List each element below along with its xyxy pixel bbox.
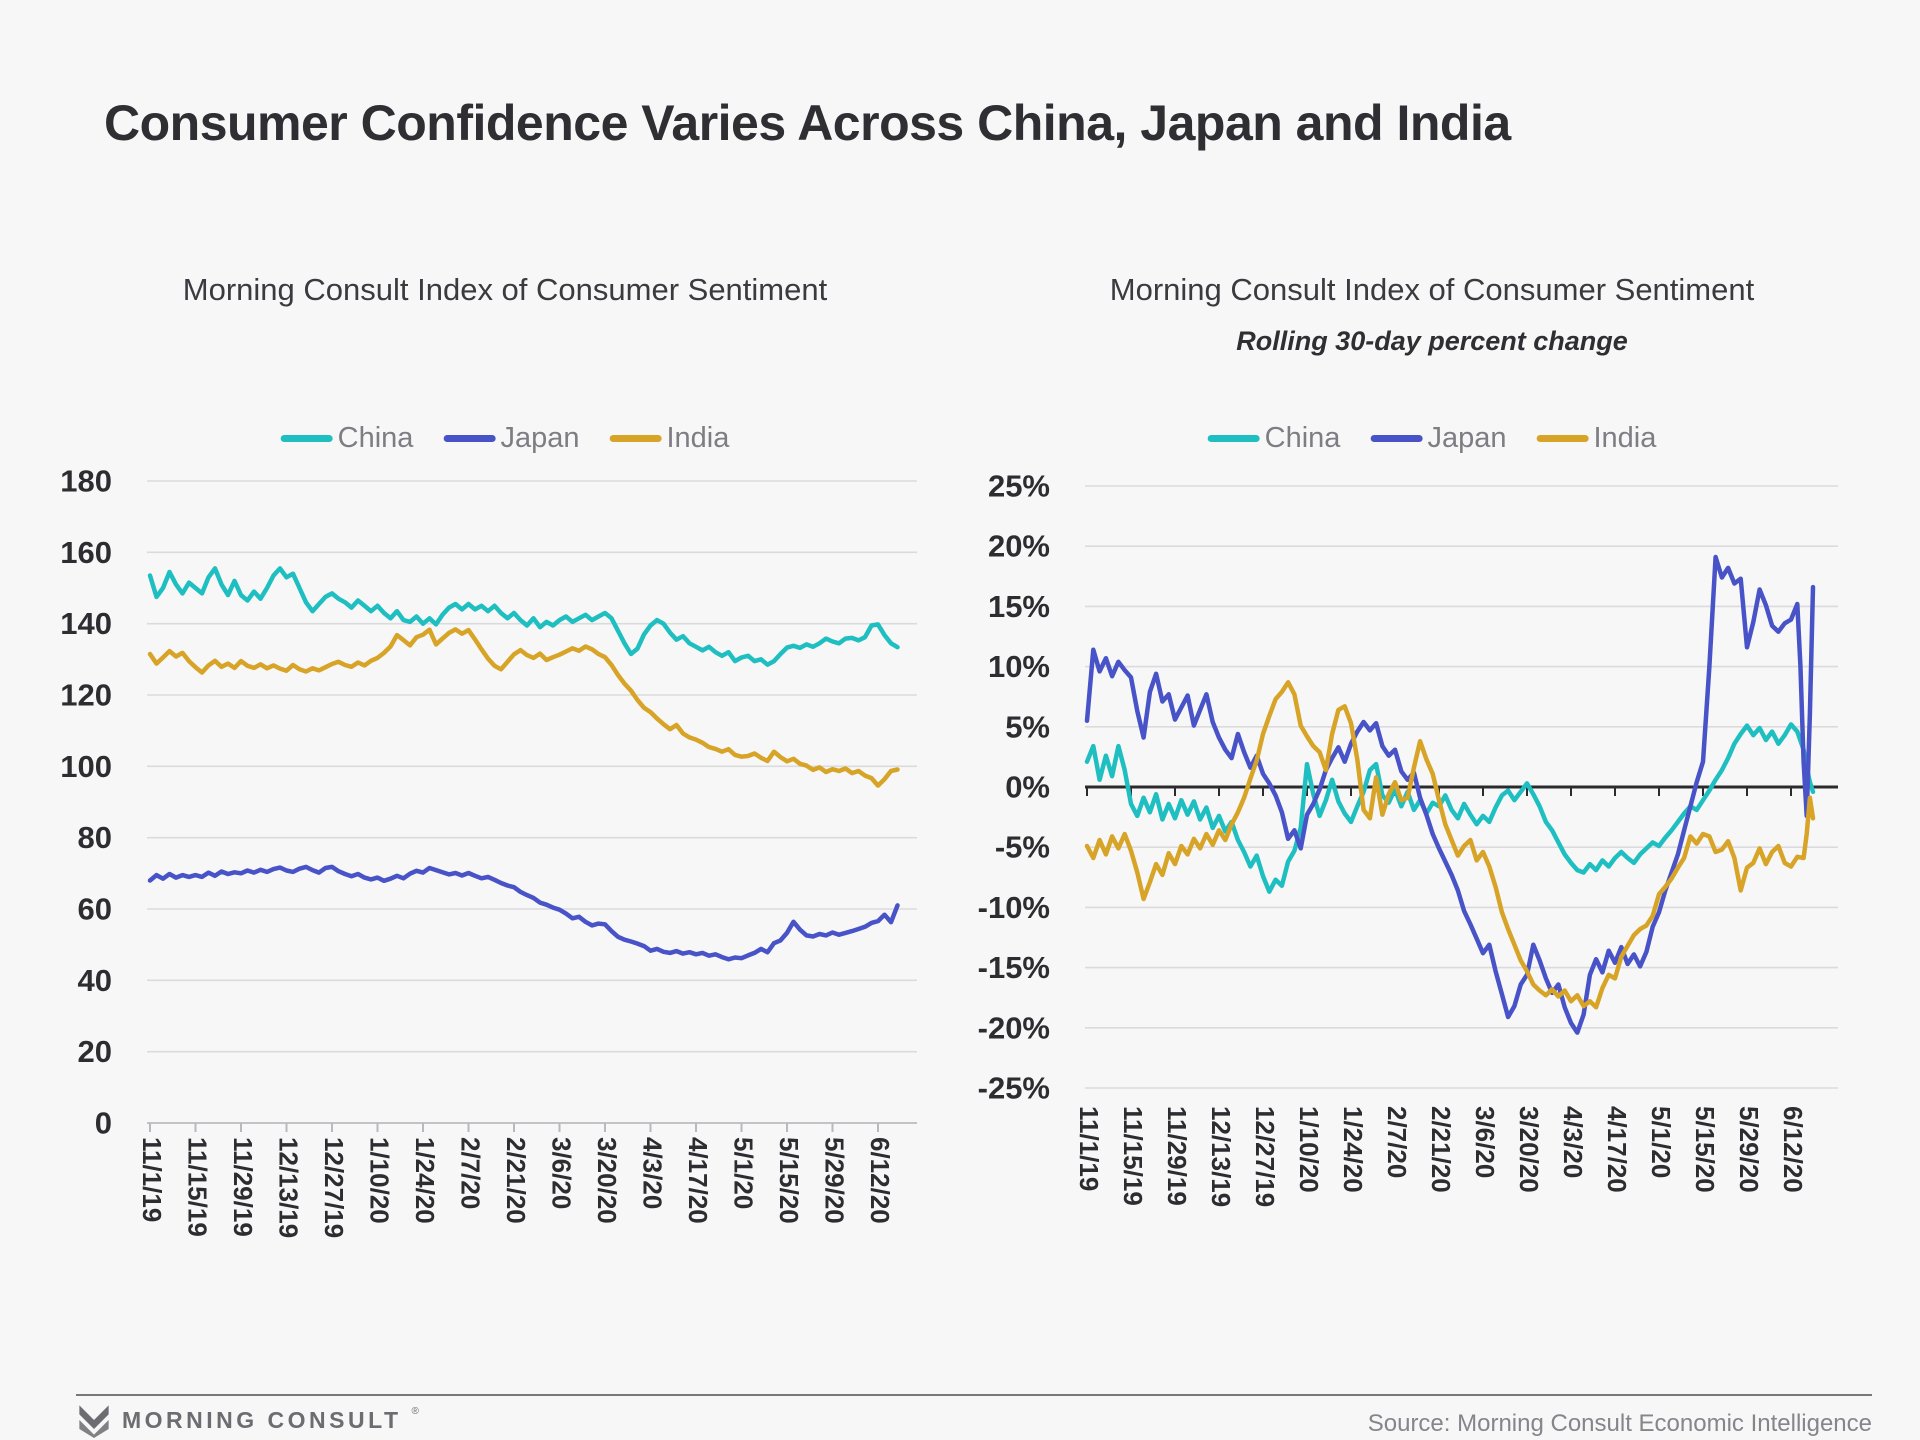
legend-label: Japan xyxy=(500,422,580,454)
y-axis-label: 80 xyxy=(78,820,112,855)
x-axis-label: 3/6/20 xyxy=(1470,1106,1500,1178)
x-axis-label: 4/3/20 xyxy=(1558,1106,1588,1178)
legend-item-japan: Japan xyxy=(1370,422,1506,455)
y-axis-label: 60 xyxy=(78,892,112,927)
x-axis-label: 5/15/20 xyxy=(1690,1106,1720,1193)
legend-item-india: India xyxy=(609,422,729,455)
y-axis-label: 180 xyxy=(60,464,112,499)
x-axis-label: 2/21/20 xyxy=(501,1137,531,1224)
legend-item-china: China xyxy=(1207,422,1341,455)
logo-text: MORNING CONSULT xyxy=(122,1407,402,1433)
legend-item-china: China xyxy=(280,422,414,455)
x-axis-label: 12/27/19 xyxy=(319,1137,349,1238)
series-line-japan xyxy=(1084,554,1816,1035)
source-text: Source: Morning Consult Economic Intelli… xyxy=(1367,1410,1872,1437)
x-axis-label: 5/29/20 xyxy=(820,1137,850,1224)
x-axis-label: 1/24/20 xyxy=(1338,1106,1368,1193)
x-axis-label: 11/1/19 xyxy=(1074,1106,1104,1191)
footer-divider xyxy=(76,1394,1872,1396)
x-axis-label: 12/27/19 xyxy=(1250,1106,1280,1207)
legend-label: China xyxy=(337,422,414,454)
page-title: Consumer Confidence Varies Across China,… xyxy=(104,95,1511,151)
legend-label: India xyxy=(666,422,730,454)
y-axis-label: 5% xyxy=(1005,709,1050,744)
series-line-japan xyxy=(147,864,900,962)
legend-item-india: India xyxy=(1536,422,1656,455)
registered-mark: ® xyxy=(411,1406,419,1417)
y-axis-label: 120 xyxy=(60,678,112,713)
chart-subtitle-right: Morning Consult Index of Consumer Sentim… xyxy=(1109,272,1755,307)
x-axis-label: 5/1/20 xyxy=(1646,1106,1676,1178)
y-axis-label: 0 xyxy=(95,1106,112,1141)
x-axis-label: 5/1/20 xyxy=(729,1137,759,1209)
y-axis-label: -20% xyxy=(978,1010,1050,1045)
series-line-india xyxy=(147,627,900,788)
x-axis-label: 11/29/19 xyxy=(1162,1106,1192,1206)
series-line-india xyxy=(1084,680,1816,1010)
y-axis-label: 160 xyxy=(60,535,112,570)
legend-label: China xyxy=(1264,422,1341,454)
x-axis-label: 1/10/20 xyxy=(1294,1106,1324,1193)
y-axis-label: 25% xyxy=(988,469,1050,504)
y-axis-label: -15% xyxy=(978,950,1050,985)
x-axis-label: 11/15/19 xyxy=(1118,1106,1148,1206)
x-axis-label: 3/20/20 xyxy=(592,1137,622,1224)
y-axis-label: 140 xyxy=(60,606,112,641)
y-axis-label: -5% xyxy=(995,830,1050,865)
series-line-china xyxy=(1084,722,1816,894)
legend-left: China Japan India xyxy=(280,422,729,455)
logo-m-icon xyxy=(79,1405,109,1438)
x-axis-label: 5/29/20 xyxy=(1734,1106,1764,1193)
legend-label: India xyxy=(1593,422,1657,454)
legend-swatch-china xyxy=(1207,435,1260,442)
chart-subtitle-left: Morning Consult Index of Consumer Sentim… xyxy=(182,272,828,307)
x-axis-label: 5/15/20 xyxy=(774,1137,804,1224)
x-axis-label: 1/10/20 xyxy=(365,1137,395,1224)
y-axis-label: 20% xyxy=(988,529,1050,564)
x-axis-label: 2/7/20 xyxy=(1382,1106,1412,1178)
y-axis-label: 40 xyxy=(78,963,112,998)
x-axis-label: 3/6/20 xyxy=(547,1137,577,1209)
x-axis-label: 3/20/20 xyxy=(1514,1106,1544,1193)
y-axis-label: -10% xyxy=(978,890,1050,925)
y-axis-label: 15% xyxy=(988,589,1050,624)
y-axis-label: 10% xyxy=(988,649,1050,684)
x-axis-label: 11/15/19 xyxy=(183,1137,213,1237)
x-axis-label: 1/24/20 xyxy=(410,1137,440,1224)
legend-swatch-japan xyxy=(1370,435,1423,442)
legend-swatch-india xyxy=(1536,435,1589,442)
x-axis-label: 12/13/19 xyxy=(274,1137,304,1238)
y-axis-label: -25% xyxy=(978,1071,1050,1106)
x-axis-label: 12/13/19 xyxy=(1206,1106,1236,1207)
x-axis-label: 2/7/20 xyxy=(456,1137,486,1209)
legend-swatch-china xyxy=(280,435,333,442)
legend-label: Japan xyxy=(1427,422,1507,454)
x-axis-label: 6/12/20 xyxy=(865,1137,895,1224)
y-axis-label: 20 xyxy=(78,1034,112,1069)
x-axis-label: 11/1/19 xyxy=(137,1137,167,1222)
morning-consult-logo: MORNING CONSULT ® xyxy=(76,1402,419,1438)
y-axis-label: 0% xyxy=(1005,770,1050,805)
legend-right: China Japan India xyxy=(1207,422,1656,455)
legend-swatch-japan xyxy=(443,435,496,442)
x-axis-label: 2/21/20 xyxy=(1426,1106,1456,1193)
y-axis-label: 100 xyxy=(60,749,112,784)
chart-subtitle-note: Rolling 30-day percent change xyxy=(1236,326,1628,356)
series-line-china xyxy=(147,566,900,667)
legend-swatch-india xyxy=(609,435,662,442)
legend-item-japan: Japan xyxy=(443,422,579,455)
x-axis-label: 4/3/20 xyxy=(638,1137,668,1209)
x-axis-label: 4/17/20 xyxy=(683,1137,713,1224)
x-axis-label: 6/12/20 xyxy=(1778,1106,1808,1193)
x-axis-label: 4/17/20 xyxy=(1602,1106,1632,1193)
x-axis-label: 11/29/19 xyxy=(228,1137,258,1237)
